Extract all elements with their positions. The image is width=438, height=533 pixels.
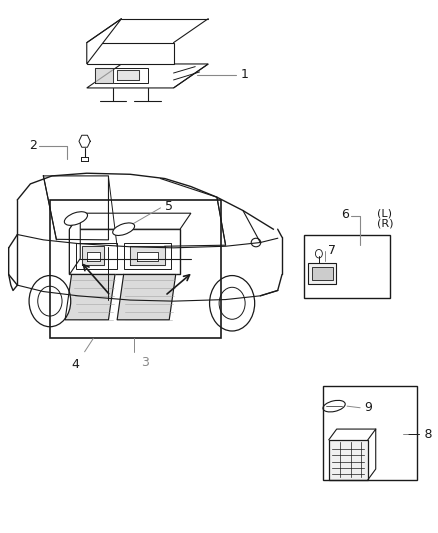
Polygon shape <box>130 246 165 265</box>
Circle shape <box>29 276 71 327</box>
Ellipse shape <box>251 238 261 247</box>
Text: 4: 4 <box>71 358 79 371</box>
Text: 5: 5 <box>165 200 173 213</box>
Text: 9: 9 <box>364 401 372 414</box>
Text: 6: 6 <box>341 208 349 221</box>
Polygon shape <box>95 68 113 83</box>
Polygon shape <box>311 266 333 280</box>
Text: 1: 1 <box>241 68 249 81</box>
Circle shape <box>315 249 322 258</box>
Polygon shape <box>69 229 180 274</box>
Polygon shape <box>87 43 173 64</box>
Bar <box>304 235 391 298</box>
Polygon shape <box>65 274 115 320</box>
Polygon shape <box>69 213 191 229</box>
Text: (R): (R) <box>378 219 394 229</box>
Polygon shape <box>87 64 208 88</box>
Circle shape <box>219 287 245 319</box>
Text: — 8: — 8 <box>408 428 432 441</box>
Text: (L): (L) <box>378 208 392 218</box>
Polygon shape <box>137 252 159 261</box>
Circle shape <box>209 276 254 331</box>
Ellipse shape <box>323 400 345 412</box>
Text: 3: 3 <box>141 356 149 369</box>
Polygon shape <box>117 274 176 320</box>
Bar <box>323 386 417 480</box>
Polygon shape <box>117 70 139 80</box>
Polygon shape <box>82 246 104 265</box>
Text: 7: 7 <box>328 244 336 257</box>
Polygon shape <box>173 64 208 88</box>
Circle shape <box>38 286 62 316</box>
Bar <box>50 200 221 338</box>
Ellipse shape <box>64 212 88 225</box>
Polygon shape <box>329 440 368 480</box>
Text: 2: 2 <box>29 139 37 152</box>
Ellipse shape <box>113 223 134 236</box>
Polygon shape <box>69 213 80 274</box>
Polygon shape <box>308 263 336 284</box>
Polygon shape <box>87 19 121 64</box>
Polygon shape <box>87 252 100 261</box>
